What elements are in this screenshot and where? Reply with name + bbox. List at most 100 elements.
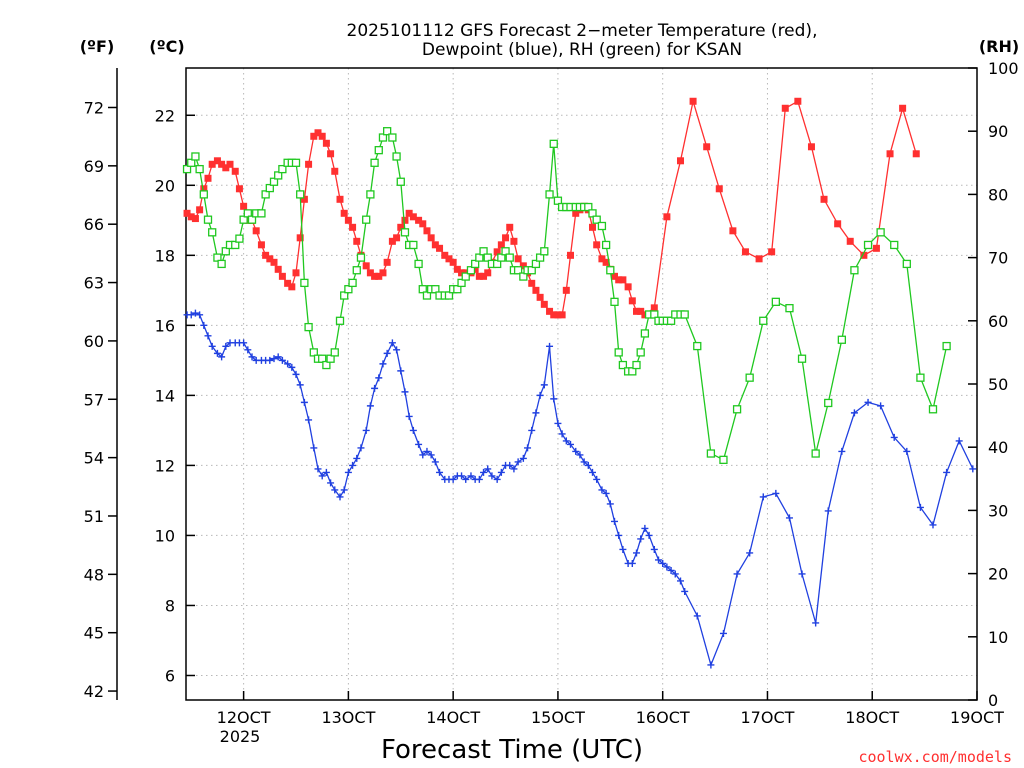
temperature-point [703, 143, 711, 151]
dewpoint-point [196, 311, 204, 319]
x-tick-label: 18OCT [845, 708, 899, 727]
rh-point [693, 341, 702, 351]
rh-point [549, 139, 558, 148]
rh-tick-label: 40 [988, 438, 1008, 457]
rh-point [640, 329, 650, 338]
dewpoint-point [838, 447, 846, 455]
temperature-point [310, 132, 318, 140]
rh-point [457, 278, 466, 288]
dewpoint-point [467, 472, 475, 480]
dewpoint-point [655, 556, 663, 564]
rh-point [304, 322, 313, 332]
dewpoint-point [524, 444, 532, 452]
dewpoint-point [415, 440, 423, 448]
dewpoint-point [864, 398, 872, 406]
rh-point [217, 259, 226, 269]
x-tick-label: 12OCT [217, 708, 271, 727]
celsius-tick-label: 16 [155, 316, 175, 335]
dewpoint-point [393, 346, 401, 354]
dewpoint-point [222, 342, 230, 350]
dewpoint-point [436, 468, 444, 476]
dewpoint-point [514, 458, 522, 466]
temperature-point [886, 150, 894, 158]
temperature-point [252, 227, 260, 235]
dewpoint-point [633, 549, 641, 557]
rh-point [296, 190, 305, 199]
temperature-point [598, 255, 606, 263]
temperature-point [641, 311, 649, 319]
dewpoint-point [327, 479, 335, 487]
temperature-point [222, 164, 230, 172]
rh-point [274, 171, 283, 180]
dewpoint-point [208, 342, 216, 350]
temperature-point [820, 195, 828, 203]
temperature-point [689, 97, 697, 105]
temperature-point [305, 160, 313, 168]
rh-point [374, 146, 383, 155]
rh-point [300, 278, 309, 288]
rh-point [453, 285, 462, 294]
rh-point [628, 367, 637, 376]
rh-point [352, 266, 361, 275]
dewpoint-point [244, 346, 252, 354]
rh-point [863, 240, 873, 250]
rh-point [501, 247, 510, 256]
fahrenheit-tick-label: 45 [84, 624, 104, 643]
temperature-point [196, 206, 204, 214]
dewpoint-point [628, 559, 636, 567]
temperature-point [755, 255, 763, 263]
rh-point [483, 253, 492, 262]
rh-series [182, 127, 951, 464]
rh-point [850, 266, 859, 275]
rh-point [431, 285, 440, 294]
temperature-point [637, 307, 645, 315]
rh-point [392, 152, 401, 161]
dewpoint-point [240, 339, 248, 347]
dewpoint-point [340, 486, 348, 494]
dewpoint-point [719, 629, 727, 637]
temperature-point [550, 311, 558, 319]
dewpoint-point [580, 458, 588, 466]
dewpoint-point [191, 309, 199, 317]
x-year-label: 2025 [220, 727, 261, 746]
rh-point [340, 291, 349, 300]
rh-point [916, 373, 925, 382]
rh-point [235, 234, 244, 243]
dewpoint-point [667, 566, 675, 574]
dewpoint-point [427, 451, 435, 459]
chart-title: 2025101112 GFS Forecast 2−meter Temperat… [347, 21, 818, 60]
rh-tick-label: 10 [988, 628, 1008, 647]
dewpoint-point [322, 468, 330, 476]
rh-point [618, 360, 628, 370]
dewpoint-point [558, 430, 566, 438]
celsius-tick-label: 18 [155, 246, 175, 265]
temperature-point [480, 272, 488, 280]
dewpoint-series [183, 309, 977, 669]
rh-point [505, 253, 514, 262]
dewpoint-point [916, 503, 924, 511]
gridlines [186, 68, 977, 700]
rh-point [278, 164, 287, 174]
rh-point [606, 266, 615, 275]
dewpoint-point [336, 493, 344, 501]
rh-point [366, 190, 375, 199]
temperature-point [191, 215, 199, 223]
rh-point [519, 272, 528, 281]
temperature-point [362, 262, 370, 270]
temperature-point [257, 241, 265, 249]
fahrenheit-tick-label: 66 [84, 215, 104, 234]
rh-point [592, 215, 601, 224]
rh-point [479, 247, 488, 256]
rh-tick-label: 100 [988, 59, 1019, 78]
dewpoint-point [331, 486, 339, 494]
temperature-point [624, 283, 632, 291]
x-tick-label: 17OCT [741, 708, 795, 727]
x-tick-label: 13OCT [321, 708, 375, 727]
celsius-tick-label: 12 [155, 456, 175, 475]
dewpoint-point [353, 454, 361, 462]
dewpoint-point [248, 353, 256, 361]
temperature-point [860, 251, 868, 259]
dewpoint-point [528, 426, 536, 434]
temperature-point [628, 297, 636, 305]
rh-point [257, 209, 266, 218]
